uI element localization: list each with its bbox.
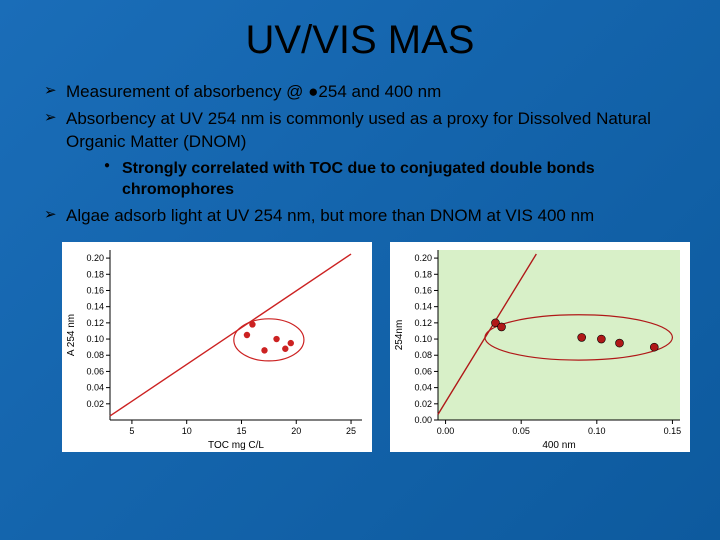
svg-text:0.12: 0.12	[414, 318, 432, 328]
svg-text:0.20: 0.20	[86, 253, 104, 263]
svg-text:0.10: 0.10	[588, 426, 606, 436]
svg-text:10: 10	[182, 426, 192, 436]
svg-text:0.16: 0.16	[414, 285, 432, 295]
svg-text:0.10: 0.10	[414, 334, 432, 344]
svg-text:15: 15	[236, 426, 246, 436]
svg-text:400 nm: 400 nm	[542, 440, 575, 451]
svg-text:0.20: 0.20	[414, 253, 432, 263]
chart-right: 0.00 0.02 0.04 0.06 0.08 0.10 0.12 0.14 0.16 0.18…	[390, 242, 690, 452]
bullet-1-text: Measurement of absorbency @ ●254 and 400…	[66, 82, 441, 101]
bullet-3: Algae adsorb light at UV 254 nm, but mor…	[40, 205, 680, 228]
svg-text:0.16: 0.16	[86, 285, 104, 295]
svg-text:TOC mg C/L: TOC mg C/L	[208, 440, 264, 451]
bullet-2-text: Absorbency at UV 254 nm is commonly used…	[66, 109, 651, 151]
svg-text:25: 25	[346, 426, 356, 436]
sub-bullet-1-text: Strongly correlated with TOC due to conj…	[122, 160, 595, 199]
sub-bullet-list: Strongly correlated with TOC due to conj…	[66, 158, 680, 201]
bullet-2: Absorbency at UV 254 nm is commonly used…	[40, 108, 680, 201]
page-title: UV/VIS MAS	[40, 18, 680, 63]
svg-text:0.05: 0.05	[512, 426, 530, 436]
charts-row: 0.02 0.04 0.06 0.08 0.10 0.12 0.14 0.16 0.18 0.20…	[40, 242, 680, 452]
sub-bullet-1: Strongly correlated with TOC due to conj…	[102, 158, 680, 201]
bullet-1: Measurement of absorbency @ ●254 and 400…	[40, 81, 680, 104]
svg-text:0.08: 0.08	[414, 350, 432, 360]
svg-text:0.08: 0.08	[86, 350, 104, 360]
svg-text:0.06: 0.06	[414, 366, 432, 376]
svg-text:0.04: 0.04	[86, 383, 104, 393]
svg-text:0.18: 0.18	[414, 269, 432, 279]
svg-text:0.00: 0.00	[437, 426, 455, 436]
svg-text:0.02: 0.02	[86, 399, 104, 409]
bullet-list: Measurement of absorbency @ ●254 and 400…	[40, 81, 680, 228]
svg-text:254nm: 254nm	[394, 320, 405, 351]
svg-text:0.00: 0.00	[414, 415, 432, 425]
svg-text:A 254 nm: A 254 nm	[66, 314, 77, 356]
svg-text:0.14: 0.14	[414, 302, 432, 312]
svg-text:0.10: 0.10	[86, 334, 104, 344]
svg-text:0.04: 0.04	[414, 383, 432, 393]
chart-left: 0.02 0.04 0.06 0.08 0.10 0.12 0.14 0.16 0.18 0.20…	[62, 242, 372, 452]
svg-text:5: 5	[129, 426, 134, 436]
svg-text:0.14: 0.14	[86, 302, 104, 312]
svg-text:0.15: 0.15	[664, 426, 682, 436]
svg-text:0.12: 0.12	[86, 318, 104, 328]
bullet-3-text: Algae adsorb light at UV 254 nm, but mor…	[66, 206, 594, 225]
svg-text:0.18: 0.18	[86, 269, 104, 279]
svg-text:20: 20	[291, 426, 301, 436]
svg-text:0.06: 0.06	[86, 366, 104, 376]
svg-text:0.02: 0.02	[414, 399, 432, 409]
